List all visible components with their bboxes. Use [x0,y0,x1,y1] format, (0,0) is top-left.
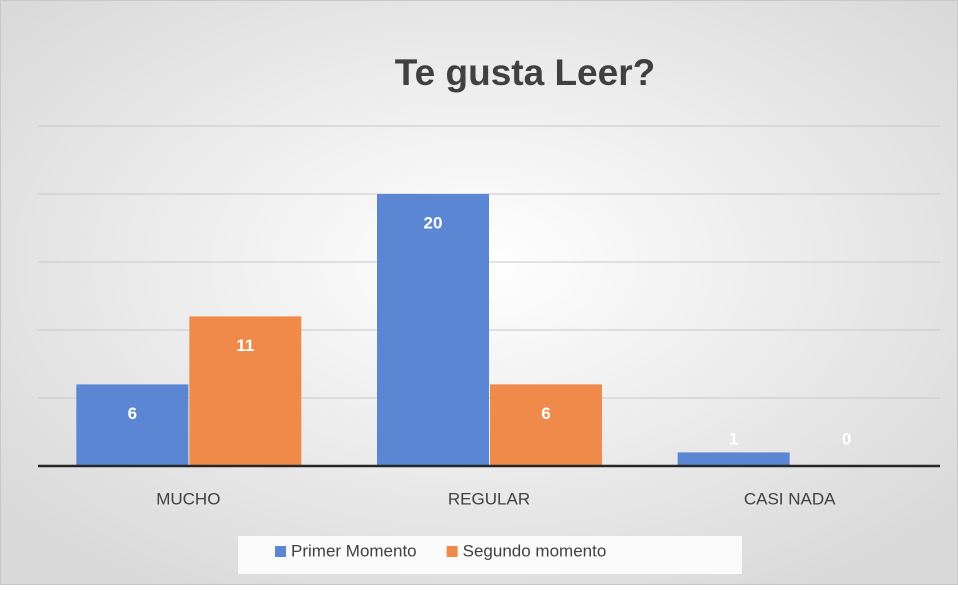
bar [76,384,189,466]
legend-label: Segundo momento [463,541,607,560]
x-tick-label: REGULAR [448,489,530,508]
bar [490,384,602,466]
bar [377,194,489,466]
legend-swatch [275,546,286,557]
legend-box [238,536,742,574]
data-label: 6 [541,404,550,423]
legend-label: Primer Momento [291,541,417,560]
data-label: 20 [424,213,443,232]
data-label: 0 [842,429,851,448]
bar [677,452,790,466]
data-label: 1 [729,429,738,448]
chart-title: Te gusta Leer? [395,52,655,93]
x-tick-label: CASI NADA [744,489,836,508]
x-tick-label: MUCHO [156,489,220,508]
data-label: 11 [236,336,254,355]
legend-swatch [446,546,458,557]
bar [189,316,302,466]
data-label: 6 [128,404,137,423]
